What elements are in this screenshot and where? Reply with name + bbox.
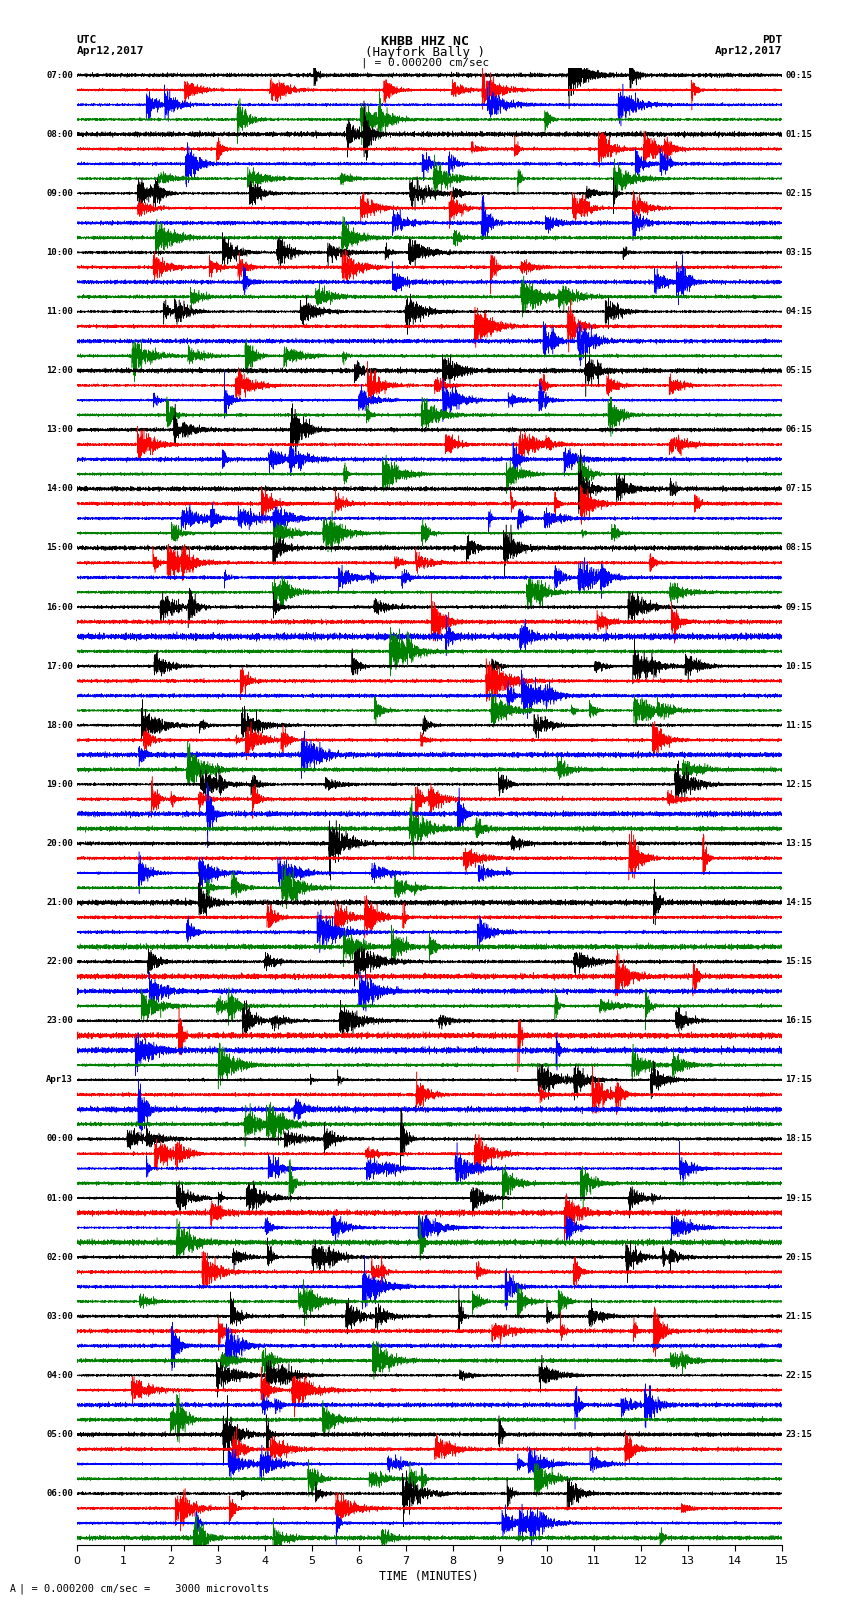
Text: KHBB HHZ NC: KHBB HHZ NC <box>381 35 469 48</box>
Text: Apr12,2017: Apr12,2017 <box>76 45 144 56</box>
Text: 19:00: 19:00 <box>46 779 73 789</box>
Text: 21:00: 21:00 <box>46 898 73 907</box>
Text: PDT: PDT <box>762 35 782 45</box>
Text: Apr12,2017: Apr12,2017 <box>715 45 782 56</box>
Text: 20:15: 20:15 <box>785 1253 813 1261</box>
Text: 23:00: 23:00 <box>46 1016 73 1026</box>
Text: 06:15: 06:15 <box>785 426 813 434</box>
Text: 12:00: 12:00 <box>46 366 73 376</box>
Text: 05:15: 05:15 <box>785 366 813 376</box>
Text: 02:00: 02:00 <box>46 1253 73 1261</box>
Text: | = 0.000200 cm/sec =    3000 microvolts: | = 0.000200 cm/sec = 3000 microvolts <box>19 1582 269 1594</box>
Text: 16:15: 16:15 <box>785 1016 813 1026</box>
Text: 19:15: 19:15 <box>785 1194 813 1203</box>
Text: 10:00: 10:00 <box>46 248 73 256</box>
Text: 07:15: 07:15 <box>785 484 813 494</box>
Text: 04:00: 04:00 <box>46 1371 73 1379</box>
Text: A: A <box>10 1584 16 1594</box>
Text: 18:15: 18:15 <box>785 1134 813 1144</box>
Text: 04:15: 04:15 <box>785 306 813 316</box>
Text: 11:15: 11:15 <box>785 721 813 729</box>
Text: 00:15: 00:15 <box>785 71 813 79</box>
Text: 22:00: 22:00 <box>46 957 73 966</box>
Text: 17:00: 17:00 <box>46 661 73 671</box>
Text: Apr13: Apr13 <box>46 1076 73 1084</box>
Text: 13:00: 13:00 <box>46 426 73 434</box>
X-axis label: TIME (MINUTES): TIME (MINUTES) <box>379 1569 479 1582</box>
Text: 02:15: 02:15 <box>785 189 813 198</box>
Text: 09:15: 09:15 <box>785 603 813 611</box>
Text: (Hayfork Bally ): (Hayfork Bally ) <box>365 45 485 60</box>
Text: 14:15: 14:15 <box>785 898 813 907</box>
Text: 06:00: 06:00 <box>46 1489 73 1498</box>
Text: 20:00: 20:00 <box>46 839 73 848</box>
Text: 21:15: 21:15 <box>785 1311 813 1321</box>
Text: 22:15: 22:15 <box>785 1371 813 1379</box>
Text: 16:00: 16:00 <box>46 603 73 611</box>
Text: 12:15: 12:15 <box>785 779 813 789</box>
Text: 07:00: 07:00 <box>46 71 73 79</box>
Text: 13:15: 13:15 <box>785 839 813 848</box>
Text: 23:15: 23:15 <box>785 1431 813 1439</box>
Text: 05:00: 05:00 <box>46 1431 73 1439</box>
Text: 10:15: 10:15 <box>785 661 813 671</box>
Text: 03:00: 03:00 <box>46 1311 73 1321</box>
Text: 15:00: 15:00 <box>46 544 73 552</box>
Text: 09:00: 09:00 <box>46 189 73 198</box>
Text: 08:15: 08:15 <box>785 544 813 552</box>
Text: UTC: UTC <box>76 35 97 45</box>
Text: 01:15: 01:15 <box>785 129 813 139</box>
Text: | = 0.000200 cm/sec: | = 0.000200 cm/sec <box>361 58 489 68</box>
Text: 15:15: 15:15 <box>785 957 813 966</box>
Text: 00:00: 00:00 <box>46 1134 73 1144</box>
Text: 03:15: 03:15 <box>785 248 813 256</box>
Text: 08:00: 08:00 <box>46 129 73 139</box>
Text: 18:00: 18:00 <box>46 721 73 729</box>
Text: 14:00: 14:00 <box>46 484 73 494</box>
Text: 11:00: 11:00 <box>46 306 73 316</box>
Text: 17:15: 17:15 <box>785 1076 813 1084</box>
Text: 01:00: 01:00 <box>46 1194 73 1203</box>
